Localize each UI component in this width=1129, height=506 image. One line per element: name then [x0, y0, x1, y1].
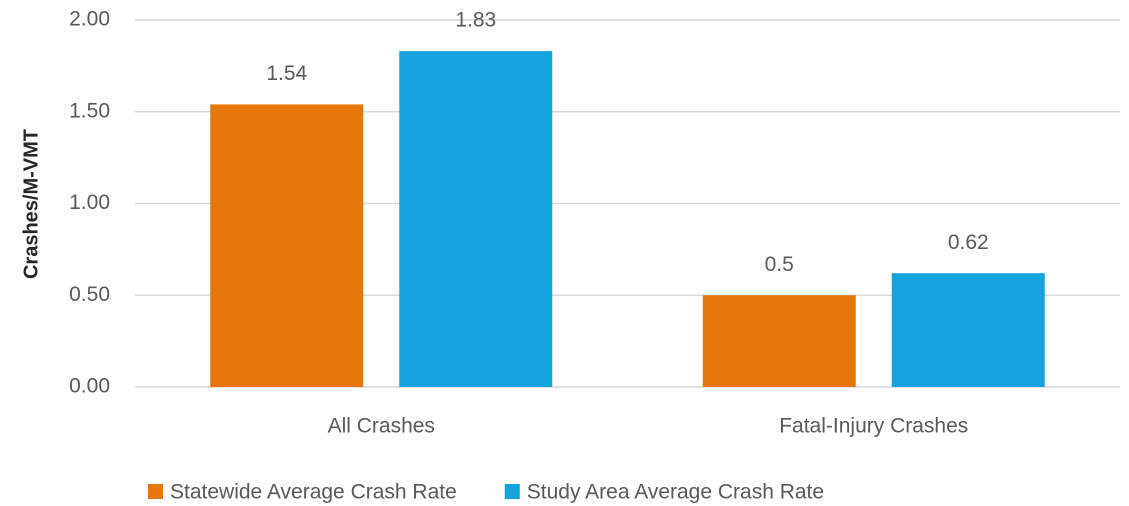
y-tick-label: 1.00 — [69, 191, 110, 214]
data-label: 1.83 — [455, 9, 496, 32]
y-tick-label: 2.00 — [69, 8, 110, 31]
y-tick-label: 0.50 — [69, 283, 110, 306]
y-axis-label: Crashes/M-VMT — [20, 129, 42, 279]
legend-swatch — [504, 484, 520, 499]
bar — [702, 295, 856, 387]
bar — [399, 51, 553, 387]
x-tick-label: All Crashes — [328, 415, 435, 438]
data-label: 0.5 — [765, 253, 794, 276]
x-tick-label: Fatal-Injury Crashes — [779, 415, 968, 438]
y-tick-label: 0.00 — [69, 375, 110, 398]
data-label: 0.62 — [948, 231, 989, 254]
legend-label: Study Area Average Crash Rate — [527, 481, 824, 504]
legend-label: Statewide Average Crash Rate — [170, 481, 457, 504]
bar — [891, 273, 1045, 387]
bar — [210, 104, 364, 387]
data-label: 1.54 — [266, 62, 307, 85]
legend-swatch — [148, 484, 163, 499]
y-tick-label: 1.50 — [69, 99, 110, 122]
